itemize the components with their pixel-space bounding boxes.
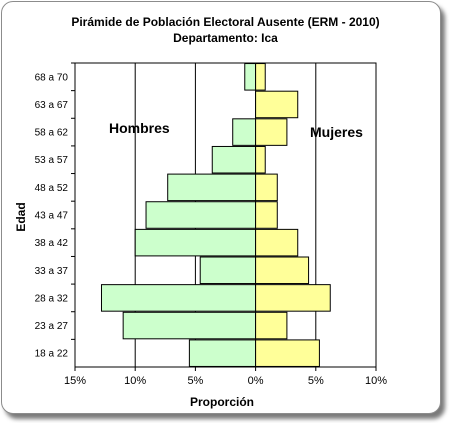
y-axis-title: Edad	[14, 202, 28, 231]
y-tick-label: 38 a 42	[35, 238, 69, 249]
y-tick-label: 18 a 22	[35, 349, 69, 360]
plot-border	[74, 62, 377, 368]
x-axis-title: Proporción	[190, 395, 254, 409]
x-tick-label: 0%	[248, 375, 264, 387]
y-tick-label: 68 a 70	[35, 72, 69, 83]
y-tick-label: 58 a 62	[35, 128, 69, 139]
bar-mujeres	[255, 118, 288, 146]
chart-subtitle: Departamento: Ica	[173, 31, 278, 45]
y-tick-label: 53 a 57	[35, 155, 69, 166]
x-tick-label: 5%	[187, 375, 203, 387]
bar-mujeres	[255, 145, 266, 174]
bar-hombres	[145, 201, 257, 229]
bar-mujeres	[255, 256, 310, 285]
bar-hombres	[188, 339, 257, 367]
bar-mujeres	[255, 90, 299, 119]
bar-hombres	[244, 63, 257, 91]
y-tick-label: 43 a 47	[35, 211, 69, 222]
bar-hombres	[199, 256, 257, 285]
y-tick-label: 28 a 32	[35, 293, 69, 304]
bar-mujeres	[255, 339, 320, 367]
chart-title: Pirámide de Población Electoral Ausente …	[71, 15, 380, 29]
bar-mujeres	[255, 173, 278, 202]
y-tick-label: 48 a 52	[35, 183, 69, 194]
bar-hombres	[100, 284, 257, 312]
bar-mujeres	[255, 228, 299, 257]
bar-hombres	[232, 118, 257, 146]
bar-mujeres	[255, 311, 288, 340]
x-tick-label: 5%	[308, 375, 324, 387]
legend-hombres: Hombres	[109, 120, 170, 136]
y-tick-label: 23 a 27	[35, 321, 69, 332]
bar-mujeres	[255, 63, 266, 91]
bar-hombres	[167, 173, 257, 202]
y-tick-label: 33 a 37	[35, 266, 69, 277]
bar-mujeres	[255, 201, 278, 229]
bar-hombres	[211, 145, 257, 174]
bar-mujeres	[255, 284, 331, 312]
x-tick-label: 15%	[64, 375, 86, 387]
x-tick-label: 10%	[124, 375, 146, 387]
bar-hombres	[122, 311, 257, 340]
x-tick-label: 10%	[365, 375, 387, 387]
legend-mujeres: Mujeres	[310, 124, 363, 140]
y-tick-label: 63 a 67	[35, 100, 69, 111]
bar-hombres	[134, 228, 257, 257]
